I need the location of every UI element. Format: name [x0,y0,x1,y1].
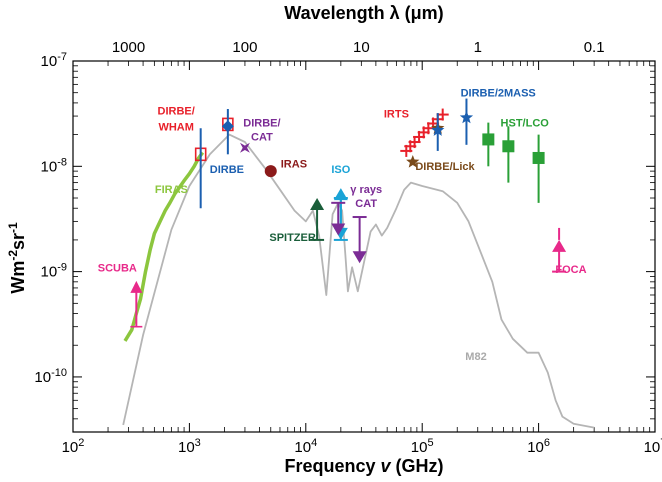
hst-lco-point [482,133,495,146]
annotation-dirbe: DIRBE [210,164,244,176]
y-tick-label: 10-8 [41,156,67,175]
top-tick-label: 0.1 [584,39,605,56]
annotation-irts: IRTS [384,109,409,121]
dirbe-lick-point [406,155,420,168]
x-tick-label: 107 [644,437,662,456]
top-tick-label: 100 [232,39,257,56]
annotation-scuba: SCUBA [98,263,137,275]
y-tick-label: 10-9 [41,262,67,281]
y-tick-label: 10-7 [41,51,67,70]
x-tick-label: 103 [178,437,201,456]
m82-curve [122,133,595,429]
series-scuba [130,280,143,328]
hst-lco-point [532,151,545,164]
series-dirbe-2mass [431,98,474,151]
x-tick-label: 104 [294,437,317,456]
dirbe-2mass-point [459,110,474,124]
series-iras [264,165,277,178]
y-tick-label: 10-10 [34,367,67,386]
annotation-firas: FIRAS [155,184,188,196]
firas-curve [123,151,205,342]
hst-lco-point [502,140,515,153]
rays-cat-point-arrow [331,223,346,236]
series-dirbe-cat [240,142,250,153]
rays-cat-point-arrow [352,251,367,264]
top-tick-label: 1000 [112,39,145,56]
annotation-iras: IRAS [281,159,307,171]
iras-point [264,165,277,178]
x-axis-title: Frequency v (GHz) [284,456,443,476]
annotation-m82: M82 [465,351,486,363]
x-tick-label: 105 [411,437,434,456]
dirbe-cat-point [240,142,250,153]
spitzer-point-arrow [310,198,325,211]
annotation-spitzer: SPITZER [269,232,316,244]
annotation-hst-lco: HST/LCO [501,117,550,129]
foca-point-arrow [552,239,567,252]
annotation-iso: ISO [331,164,350,176]
top-tick-label: 1 [474,39,482,56]
series-hst-lco [482,122,545,203]
plot-area [122,98,595,429]
y-axis-title: Wm-2sr-1 [6,222,28,294]
series-rays-cat [331,201,367,264]
series-dirbe [199,109,234,209]
series-foca [552,227,567,273]
series-iso [333,188,348,241]
annotation-foca: FOCA [555,264,586,276]
annotation-dirbe-lick: DIRBE/Lick [415,161,475,173]
annotation-dirbe: DIRBE/ [158,106,195,118]
series-spitzer [310,198,325,241]
annotation-cat: CAT [355,198,377,210]
annotation-wham: WHAM [158,121,193,133]
plot-frame [72,60,656,433]
top-tick-label: 10 [353,39,370,56]
dirbe-2mass-point [431,123,445,136]
annotation-rays: γ rays [350,184,382,196]
annotation-dirbe-2mass: DIRBE/2MASS [461,88,536,100]
top-axis-title: Wavelength λ (μm) [284,3,443,23]
scuba-point [130,280,143,293]
annotation-cat: CAT [251,132,273,144]
annotation-dirbe: DIRBE/ [243,117,280,129]
dirbe-point [221,120,234,133]
x-tick-label: 102 [62,437,85,456]
x-tick-label: 106 [527,437,550,456]
